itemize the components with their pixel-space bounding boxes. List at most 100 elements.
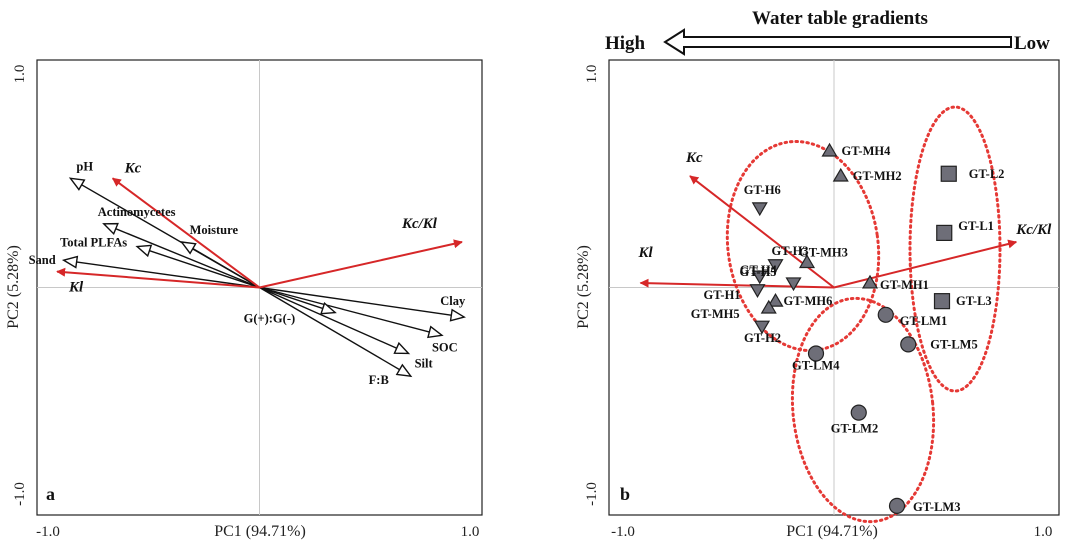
point-label-gt-mh4: GT-MH4 (842, 144, 892, 158)
panel-b-xtick-right: 1.0 (1034, 524, 1053, 540)
point-label-gt-h4: GT-H4 (740, 263, 778, 277)
var-label-sand: Sand (29, 253, 56, 267)
marker-gt-mh3 (798, 254, 816, 269)
arrow-actinomycetes (103, 223, 260, 289)
ellipse-group-lm (790, 296, 936, 524)
marker-gt-l1 (936, 224, 953, 241)
marker-gt-mh5 (760, 299, 777, 314)
marker-gt-h1 (749, 284, 766, 298)
panel-a-letter: a (46, 484, 55, 504)
arrow-a-kl (56, 267, 260, 289)
point-label-gt-lm2: GT-LM2 (831, 422, 878, 436)
panel-b-xlabel: PC1 (94.71%) (786, 523, 878, 540)
gradient-title: Water table gradients (752, 8, 928, 29)
point-label-gt-h3: GT-H3 (772, 244, 809, 258)
panel-b-points (749, 142, 957, 514)
point-label-gt-mh3: GT-MH3 (799, 245, 848, 259)
marker-gt-h4 (751, 270, 768, 285)
panel-b-letter: b (620, 484, 630, 504)
response-label-b-kl: Kl (638, 245, 654, 261)
gradient-arrow-icon (663, 28, 1012, 56)
panel-a-arrows (56, 177, 466, 378)
marker-gt-h6 (751, 202, 768, 217)
var-label-moisture: Moisture (190, 223, 239, 237)
gradient-high-label: High (605, 33, 646, 54)
panel-a-ytick-top: 1.0 (12, 65, 28, 84)
marker-gt-h2 (753, 320, 771, 335)
marker-gt-mh1 (861, 274, 879, 289)
point-label-gt-lm4: GT-LM4 (792, 358, 840, 372)
var-label-ph: pH (76, 159, 93, 173)
arrowhead-total-plfas (135, 244, 153, 258)
panel-b-arrows (639, 175, 1018, 289)
arrow-sand (63, 259, 260, 289)
point-label-gt-h1: GT-H1 (704, 288, 741, 302)
response-label-b-kc: Kc (685, 150, 703, 166)
response-label-a-kc: Kc (124, 160, 142, 176)
response-label-a-kc-kl: Kc/Kl (401, 216, 438, 232)
point-label-gt-mh1: GT-MH1 (880, 278, 929, 292)
panel-b-ytick-top: 1.0 (584, 65, 600, 84)
marker-gt-l2 (940, 165, 957, 182)
marker-gt-lm3 (888, 497, 906, 514)
marker-gt-lm1 (877, 306, 894, 323)
panel-a-xlabel: PC1 (94.71%) (214, 523, 306, 540)
arrowhead-actinomycetes (102, 222, 119, 236)
panel-a: pH Actinomycetes Moisture Total PLFAs Sand Cl… (5, 59, 483, 540)
arrowhead-silt (393, 341, 411, 355)
arrow-a-kc (111, 177, 261, 289)
marker-gt-lm2 (850, 404, 867, 421)
var-label-g-g: G(+):G(-) (244, 312, 296, 326)
point-label-gt-l2: GT-L2 (969, 167, 1005, 181)
arrowhead-moisture (180, 241, 197, 255)
ellipse-group-l (908, 105, 1002, 393)
arrow-a-kc-kl (259, 239, 463, 289)
panel-a-xtick-left: -1.0 (36, 524, 60, 540)
response-label-a-kl: Kl (68, 280, 84, 296)
marker-gt-lm4 (807, 345, 825, 362)
point-label-gt-lm5: GT-LM5 (930, 337, 977, 351)
arrow-b-kc (689, 175, 835, 289)
point-label-gt-mh6: GT-MH6 (784, 294, 833, 308)
arrow-f-b (259, 286, 412, 377)
arrow-total-plfas (136, 245, 260, 289)
arrow-moisture (181, 241, 260, 289)
arrowhead-f-b (395, 363, 413, 378)
var-label-soc: SOC (432, 340, 458, 354)
point-label-gt-h2: GT-H2 (744, 331, 781, 345)
panel-a-labels: pH Actinomycetes Moisture Total PLFAs Sand Cl… (29, 159, 466, 387)
point-label-gt-h5: GT-H5 (740, 265, 777, 279)
marker-gt-mh6 (767, 292, 784, 307)
panel-b-ylabel: PC2 (5.28%) (575, 245, 592, 329)
arrow-clay (259, 286, 465, 318)
point-label-gt-l1: GT-L1 (958, 219, 994, 233)
point-label-gt-mh5: GT-MH5 (691, 307, 740, 321)
point-label-gt-mh2: GT-MH2 (853, 169, 902, 183)
panel-b-ytick-bottom: -1.0 (584, 482, 600, 506)
arrowhead-soc (427, 325, 444, 339)
response-label-b-kc-kl: Kc/Kl (1015, 222, 1052, 238)
panel-a-ylabel: PC2 (5.28%) (5, 245, 22, 329)
point-label-gt-h6: GT-H6 (744, 183, 781, 197)
arrowhead-clay (449, 308, 466, 322)
panel-a-xtick-right: 1.0 (461, 524, 480, 540)
arrow-b-kc-kl (833, 239, 1018, 289)
arrow-silt (259, 286, 409, 355)
gradient-low-label: Low (1014, 33, 1050, 54)
panel-b-xtick-left: -1.0 (611, 524, 635, 540)
arrowhead-g-g (320, 301, 337, 315)
marker-gt-l3 (933, 293, 951, 310)
arrow-soc (259, 286, 443, 336)
var-label-f-b: F:B (369, 373, 389, 387)
arrowhead-ph (68, 177, 86, 191)
var-label-total-plfas: Total PLFAs (60, 236, 127, 250)
marker-gt-lm5 (900, 336, 917, 353)
panel-a-ytick-bottom: -1.0 (12, 482, 28, 506)
marker-gt-h3 (767, 259, 784, 273)
arrowhead-sand (61, 255, 79, 269)
point-label-gt-lm3: GT-LM3 (913, 500, 960, 514)
var-label-clay: Clay (440, 294, 466, 308)
